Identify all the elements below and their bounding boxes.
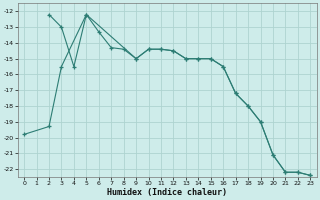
X-axis label: Humidex (Indice chaleur): Humidex (Indice chaleur)	[107, 188, 227, 197]
